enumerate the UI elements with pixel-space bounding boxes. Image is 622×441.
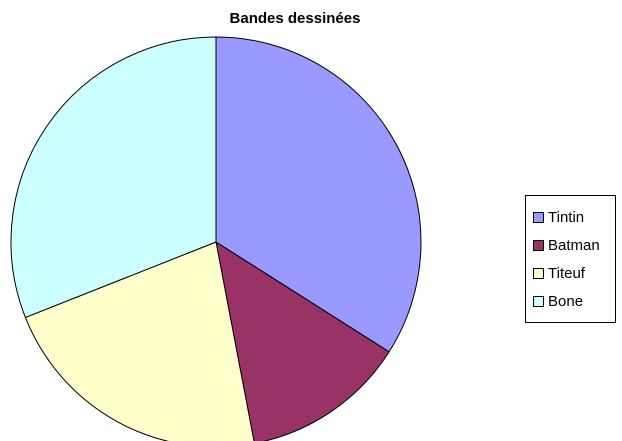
- pie-slice-bone: [10, 36, 217, 319]
- legend-label: Batman: [548, 236, 600, 254]
- legend-swatch: [533, 267, 544, 279]
- legend-swatch: [533, 211, 544, 223]
- legend: Tintin Batman Titeuf Bone: [525, 195, 616, 323]
- legend-item-tintin: Tintin: [533, 203, 615, 231]
- legend-item-titeuf: Titeuf: [533, 259, 615, 287]
- pie-slice-titeuf: [24, 241, 255, 441]
- legend-item-bone: Bone: [533, 287, 615, 315]
- pie-slice-tintin: [215, 36, 422, 353]
- legend-label: Titeuf: [548, 264, 585, 282]
- legend-swatch: [533, 239, 544, 251]
- chart-title: Bandes dessinées: [229, 10, 361, 27]
- legend-label: Bone: [548, 292, 584, 310]
- legend-swatch: [533, 295, 544, 307]
- legend-label: Tintin: [548, 208, 585, 226]
- legend-item-batman: Batman: [533, 231, 615, 259]
- pie-slice-batman: [215, 240, 390, 441]
